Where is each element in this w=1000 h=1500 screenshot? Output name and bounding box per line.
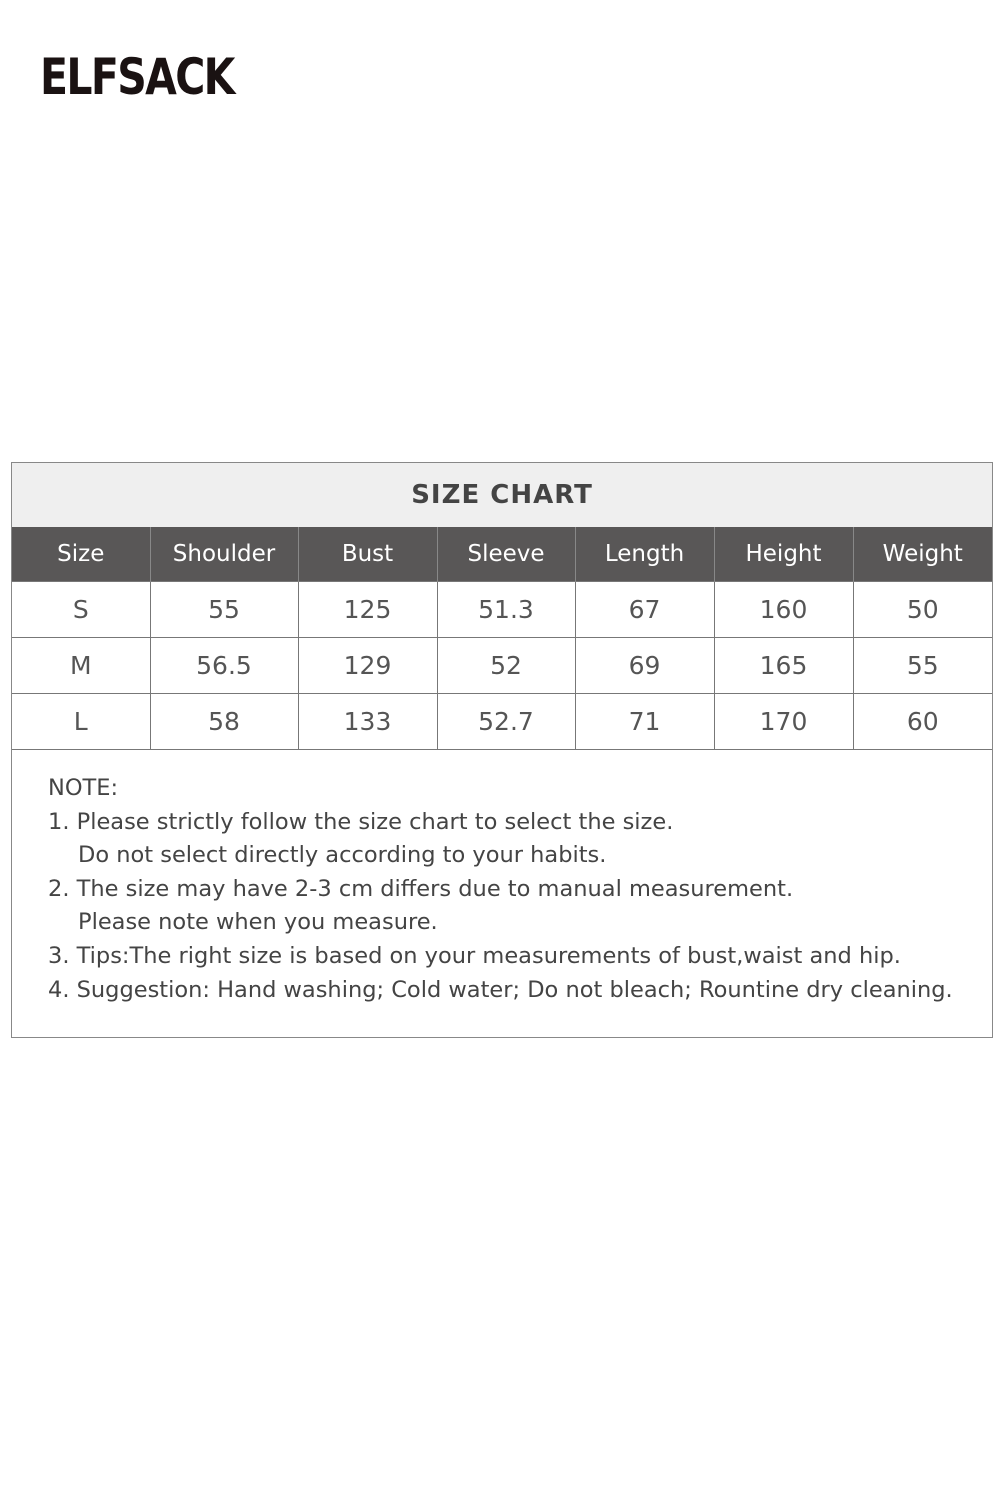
brand-logo: ELFSACK xyxy=(40,48,235,106)
note-line: 4. Suggestion: Hand washing; Cold water;… xyxy=(48,976,953,1003)
table-row: L 58 133 52.7 71 170 60 xyxy=(12,693,992,750)
column-header: Height xyxy=(713,527,853,582)
table-cell: 71 xyxy=(574,693,714,750)
size-chart: SIZE CHART Size Shoulder Bust Sleeve Len… xyxy=(11,462,993,1038)
size-table: Size Shoulder Bust Sleeve Length Height … xyxy=(12,527,992,750)
table-cell: 52.7 xyxy=(436,693,575,750)
note-line: Please note when you measure. xyxy=(78,909,438,936)
table-cell: 58 xyxy=(149,693,298,750)
note-line: 2. The size may have 2-3 cm differs due … xyxy=(48,875,794,902)
note-line: 1. Please strictly follow the size chart… xyxy=(48,808,674,835)
table-cell: 69 xyxy=(574,637,714,694)
table-cell: 55 xyxy=(852,637,992,694)
note-line: Do not select directly according to your… xyxy=(78,842,607,869)
table-cell: 50 xyxy=(852,581,992,638)
table-header-row: Size Shoulder Bust Sleeve Length Height … xyxy=(12,527,992,582)
column-header: Weight xyxy=(852,527,992,582)
size-chart-title: SIZE CHART xyxy=(12,463,992,527)
table-row: M 56.5 129 52 69 165 55 xyxy=(12,637,992,694)
column-header: Sleeve xyxy=(436,527,575,582)
table-cell: 160 xyxy=(713,581,853,638)
notes-heading: NOTE: xyxy=(48,775,119,801)
table-cell: 170 xyxy=(713,693,853,750)
column-header: Shoulder xyxy=(149,527,298,582)
table-cell: 60 xyxy=(852,693,992,750)
table-cell: 52 xyxy=(436,637,575,694)
table-cell: 51.3 xyxy=(436,581,575,638)
table-cell: 165 xyxy=(713,637,853,694)
table-cell: 55 xyxy=(149,581,298,638)
table-cell: 133 xyxy=(297,693,437,750)
table-cell: 67 xyxy=(574,581,714,638)
table-cell: 129 xyxy=(297,637,437,694)
table-cell: M xyxy=(12,637,150,694)
column-header: Size xyxy=(12,527,150,582)
column-header: Length xyxy=(574,527,714,582)
table-cell: L xyxy=(12,693,150,750)
table-cell: S xyxy=(12,581,150,638)
table-cell: 125 xyxy=(297,581,437,638)
note-line: 3. Tips:The right size is based on your … xyxy=(48,942,901,969)
column-header: Bust xyxy=(297,527,437,582)
table-cell: 56.5 xyxy=(149,637,298,694)
table-row: S 55 125 51.3 67 160 50 xyxy=(12,581,992,638)
notes-section: NOTE: 1. Please strictly follow the size… xyxy=(12,750,992,1038)
